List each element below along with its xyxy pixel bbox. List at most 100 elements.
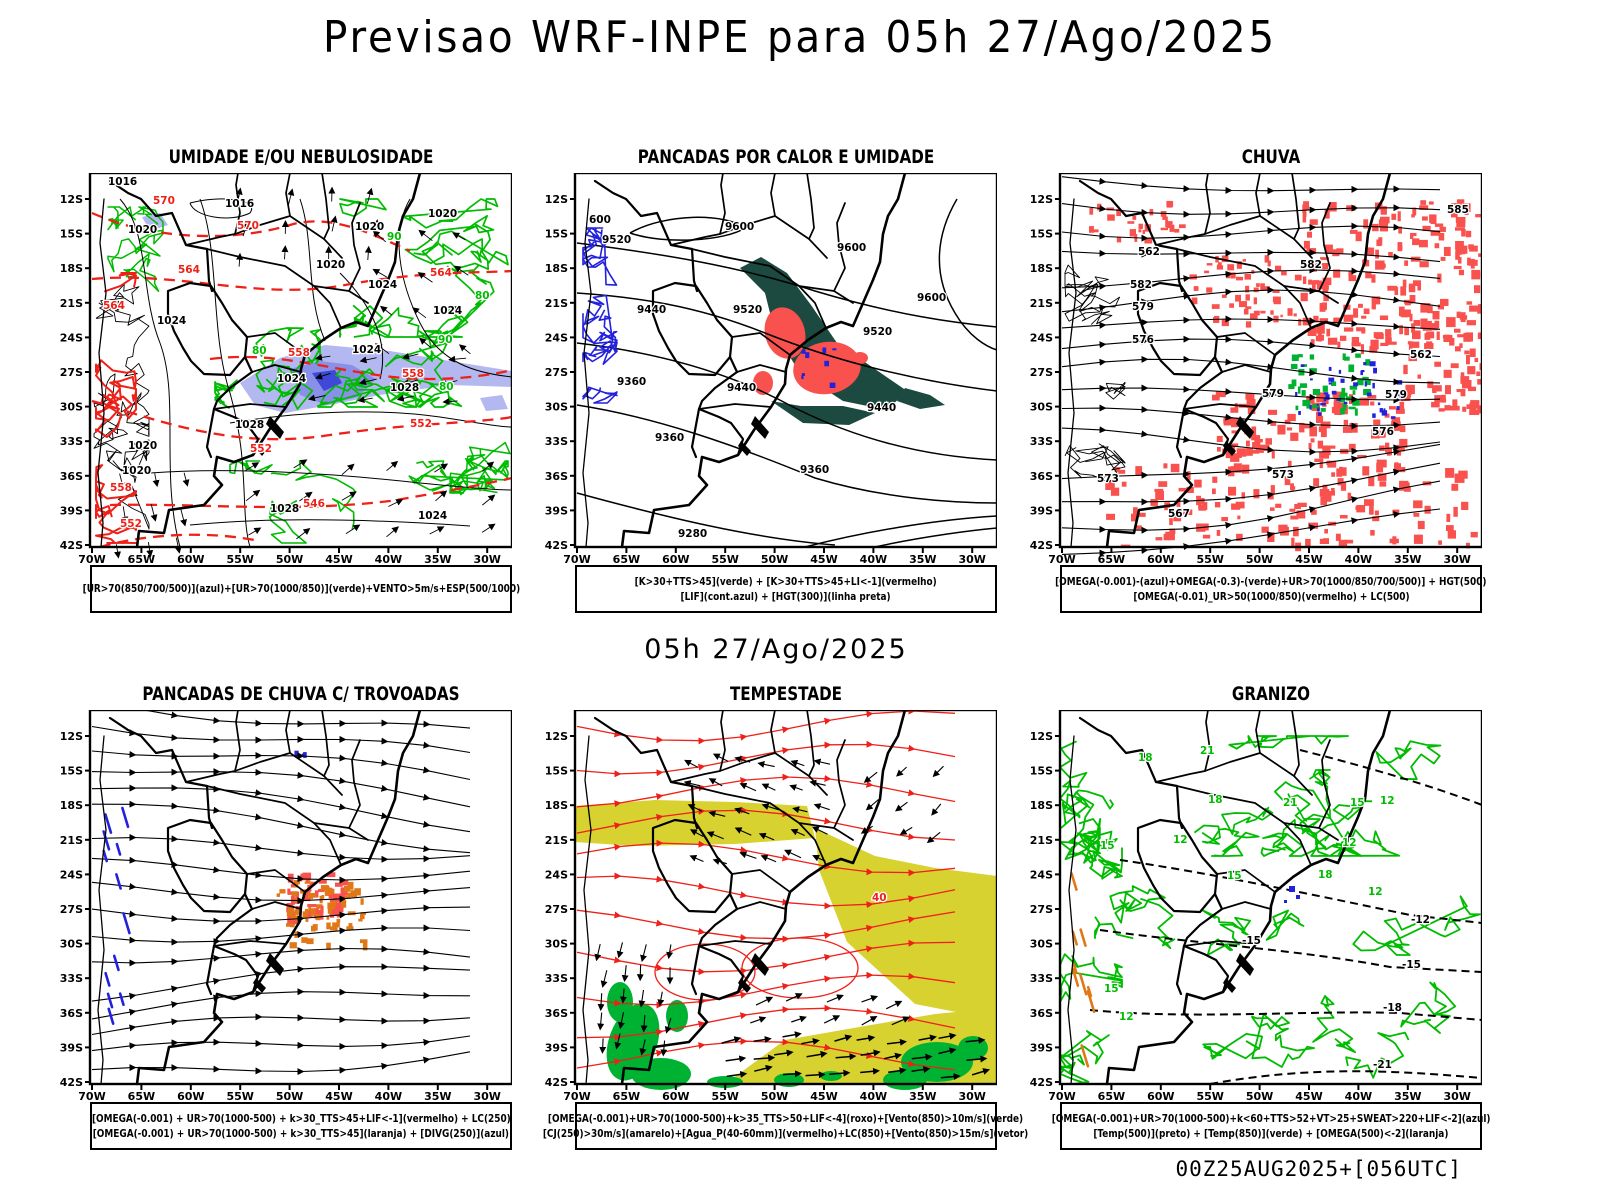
svg-text:564: 564 xyxy=(178,264,200,276)
chuva-contour-labels: 585 562 582 579 576 582 579 579 576 573 573 567 562 xyxy=(1096,203,1470,522)
basemap-borders xyxy=(96,710,422,1086)
svg-text:45W: 45W xyxy=(325,553,352,565)
svg-text:90: 90 xyxy=(387,231,402,243)
svg-text:45W: 45W xyxy=(810,1090,837,1102)
svg-text:21: 21 xyxy=(1200,745,1215,757)
svg-text:9600: 9600 xyxy=(917,292,946,304)
svg-text:582: 582 xyxy=(1130,279,1152,291)
svg-text:36S: 36S xyxy=(60,1007,83,1020)
svg-text:50W: 50W xyxy=(276,1090,303,1102)
svg-text:50W: 50W xyxy=(1246,553,1273,565)
svg-text:70W: 70W xyxy=(1048,1090,1075,1102)
svg-text:15S: 15S xyxy=(1030,228,1053,241)
svg-text:35W: 35W xyxy=(424,1090,451,1102)
svg-text:573: 573 xyxy=(1272,469,1294,481)
svg-text:30S: 30S xyxy=(1030,938,1053,951)
svg-text:-15: -15 xyxy=(1402,959,1421,971)
svg-text:600: 600 xyxy=(589,214,611,226)
caption-line: [OMEGA(-0.001) + UR>70(1000-500) + k>30_… xyxy=(91,1112,511,1125)
map-frame xyxy=(88,710,512,1086)
svg-text:1020: 1020 xyxy=(128,440,157,452)
svg-text:36S: 36S xyxy=(60,470,83,483)
svg-text:24S: 24S xyxy=(60,331,83,344)
svg-text:12: 12 xyxy=(1119,1011,1134,1023)
panel-tempestade-title: TEMPESTADE xyxy=(729,684,843,705)
svg-text:18S: 18S xyxy=(1030,262,1053,275)
svg-text:-18: -18 xyxy=(1383,1002,1402,1014)
svg-text:12: 12 xyxy=(1368,886,1383,898)
svg-text:564: 564 xyxy=(103,300,125,312)
svg-text:12S: 12S xyxy=(1030,730,1053,743)
svg-text:-15: -15 xyxy=(1242,935,1261,947)
svg-text:27S: 27S xyxy=(1030,366,1053,379)
pancadas-calor-contour-labels: 600 9600 9600 9600 9520 9520 9520 9440 9440 9440 9… xyxy=(588,213,948,542)
svg-text:24S: 24S xyxy=(1030,868,1053,881)
svg-text:15S: 15S xyxy=(1030,765,1053,778)
svg-text:12S: 12S xyxy=(60,193,83,206)
svg-text:12: 12 xyxy=(1380,795,1395,807)
svg-text:12S: 12S xyxy=(1030,193,1053,206)
svg-text:39S: 39S xyxy=(1030,504,1053,517)
caption-line: [OMEGA(-0.001)+UR>70(1000-500)+k>35_TTS>… xyxy=(548,1112,1024,1125)
svg-text:33S: 33S xyxy=(545,435,568,448)
svg-text:570: 570 xyxy=(153,195,175,207)
trovoadas-contour-layer xyxy=(91,710,471,1076)
svg-text:35W: 35W xyxy=(1394,1090,1421,1102)
svg-text:-12: -12 xyxy=(1411,914,1430,926)
map-frame xyxy=(88,173,512,549)
svg-text:15S: 15S xyxy=(60,228,83,241)
svg-text:42S: 42S xyxy=(1030,1076,1053,1089)
granizo-contour-labels: 21 18 18 21 15 12 12 15 12 15 12 18 15 12 -12 -15 -15 -18… xyxy=(1099,744,1431,1073)
svg-text:42S: 42S xyxy=(545,539,568,552)
panel-granizo-title: GRANIZO xyxy=(1231,684,1311,705)
panel-trovoadas-caption: [OMEGA(-0.001) + UR>70(1000-500) + k>30_… xyxy=(90,1102,512,1150)
svg-text:39S: 39S xyxy=(545,504,568,517)
tempestade-fill-layer xyxy=(575,800,997,1090)
svg-text:70W: 70W xyxy=(563,1090,590,1102)
svg-text:27S: 27S xyxy=(60,366,83,379)
svg-text:21S: 21S xyxy=(60,834,83,847)
panel-chuva-caption: [OMEGA(-0.001)-(azul)+OMEGA(-0.3)-(verde… xyxy=(1055,565,1487,613)
panel-pancadas-calor: PANCADAS POR CALOR E UMIDADE 600 9600 9600… xyxy=(539,147,997,613)
svg-text:65W: 65W xyxy=(1098,1090,1125,1102)
svg-text:18S: 18S xyxy=(60,799,83,812)
panel-pancadas-calor-caption: [K>30+TTS>45](verde) + [K>30+TTS>45+LI<-… xyxy=(575,565,997,613)
svg-text:70W: 70W xyxy=(563,553,590,565)
svg-text:60W: 60W xyxy=(1147,553,1174,565)
svg-text:24S: 24S xyxy=(60,868,83,881)
svg-text:36S: 36S xyxy=(545,470,568,483)
panel-trovoadas-title: PANCADAS DE CHUVA C/ TROVOADAS xyxy=(142,684,460,705)
svg-text:562: 562 xyxy=(1138,246,1160,258)
svg-text:35W: 35W xyxy=(909,1090,936,1102)
svg-text:579: 579 xyxy=(1262,388,1284,400)
granizo-contour-layer xyxy=(1059,735,1482,1085)
caption-line: [OMEGA(-0.001)+UR>70(1000-500)+k<60+TTS>… xyxy=(1051,1112,1491,1125)
svg-text:33S: 33S xyxy=(60,972,83,985)
tempestade-contour-labels: 40 xyxy=(871,891,888,906)
svg-text:80: 80 xyxy=(475,290,490,302)
svg-text:45W: 45W xyxy=(325,1090,352,1102)
svg-text:1024: 1024 xyxy=(277,373,306,385)
svg-text:9520: 9520 xyxy=(733,304,762,316)
svg-text:50W: 50W xyxy=(761,553,788,565)
svg-text:80: 80 xyxy=(252,345,267,357)
caption-line: [OMEGA(-0.001)-(azul)+OMEGA(-0.3)-(verde… xyxy=(1055,575,1487,588)
svg-text:573: 573 xyxy=(1097,473,1119,485)
panel-umidade: UMIDADE E/OU NEBULOSIDADE 1016 1016 1020 10… xyxy=(54,147,520,613)
svg-text:35W: 35W xyxy=(909,553,936,565)
svg-text:27S: 27S xyxy=(545,903,568,916)
valid-time-label: 05h 27/Ago/2025 xyxy=(644,634,908,665)
svg-text:65W: 65W xyxy=(613,1090,640,1102)
svg-text:562: 562 xyxy=(1410,349,1432,361)
svg-text:576: 576 xyxy=(1132,334,1154,346)
svg-text:60W: 60W xyxy=(1147,1090,1174,1102)
panel-tempestade-caption: [OMEGA(-0.001)+UR>70(1000-500)+k>35_TTS>… xyxy=(543,1102,1029,1150)
bottom-panel-row: PANCADAS DE CHUVA C/ TROVOADAS 12S 15S 18S… xyxy=(54,684,1490,1150)
caption-line: [K>30+TTS>45](verde) + [K>30+TTS>45+LI<-… xyxy=(634,575,938,588)
caption-line: [UR>70(850/700/500)](azul)+[UR>70(1000/8… xyxy=(82,583,520,595)
svg-text:30W: 30W xyxy=(958,1090,985,1102)
